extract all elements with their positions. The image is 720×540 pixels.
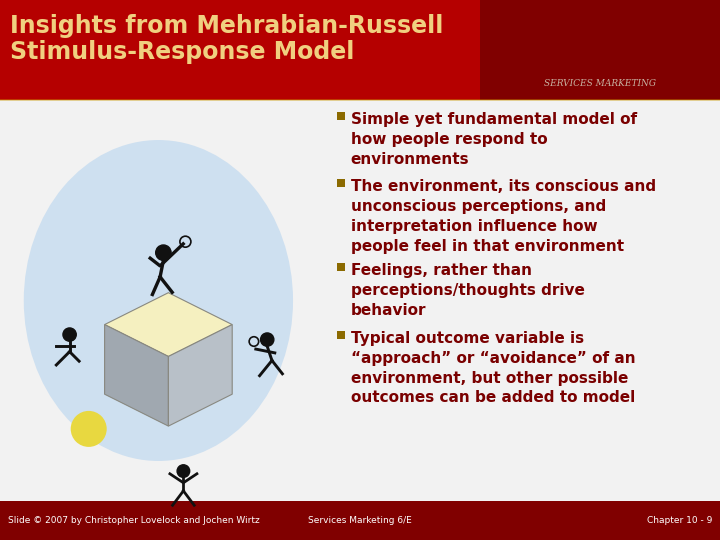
Text: Simple yet fundamental model of
how people respond to
environments: Simple yet fundamental model of how peop… xyxy=(351,112,637,166)
Bar xyxy=(0,0,720,100)
Polygon shape xyxy=(104,293,232,356)
Circle shape xyxy=(177,465,189,477)
Polygon shape xyxy=(104,325,168,426)
Bar xyxy=(480,0,720,100)
Polygon shape xyxy=(168,325,232,426)
Text: Typical outcome variable is
“approach” or “avoidance” of an
environment, but oth: Typical outcome variable is “approach” o… xyxy=(351,331,636,406)
Text: Insights from Mehrabian-Russell: Insights from Mehrabian-Russell xyxy=(10,14,444,38)
Bar xyxy=(0,501,720,540)
Text: Feelings, rather than
perceptions/thoughts drive
behavior: Feelings, rather than perceptions/though… xyxy=(351,264,585,318)
Bar xyxy=(0,99,720,101)
Text: Chapter 10 - 9: Chapter 10 - 9 xyxy=(647,516,712,525)
Bar xyxy=(337,331,345,339)
Bar xyxy=(337,112,345,120)
Circle shape xyxy=(63,328,76,341)
Text: The environment, its conscious and
unconscious perceptions, and
interpretation i: The environment, its conscious and uncon… xyxy=(351,179,656,254)
Text: Services Marketing 6/E: Services Marketing 6/E xyxy=(308,516,412,525)
Text: Stimulus-Response Model: Stimulus-Response Model xyxy=(10,40,354,64)
Bar xyxy=(337,179,345,187)
Circle shape xyxy=(156,245,171,260)
Circle shape xyxy=(261,333,274,346)
Bar xyxy=(337,264,345,272)
Circle shape xyxy=(71,411,107,447)
Text: SERVICES MARKETING: SERVICES MARKETING xyxy=(544,79,656,88)
Bar xyxy=(0,100,720,501)
Text: Slide © 2007 by Christopher Lovelock and Jochen Wirtz: Slide © 2007 by Christopher Lovelock and… xyxy=(8,516,260,525)
Ellipse shape xyxy=(24,140,293,461)
